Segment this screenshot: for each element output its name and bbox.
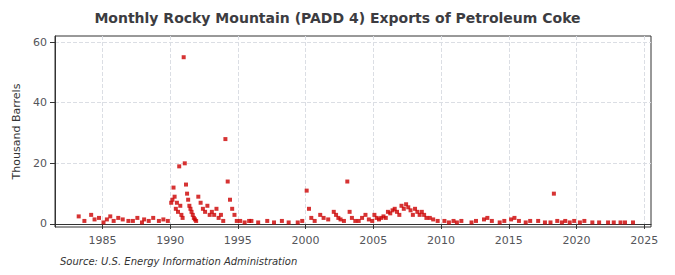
svg-text:60: 60	[33, 36, 47, 49]
svg-text:Thousand Barrels: Thousand Barrels	[10, 83, 23, 180]
svg-text:1995: 1995	[224, 234, 252, 247]
svg-text:2025: 2025	[630, 234, 658, 247]
svg-text:1990: 1990	[156, 234, 184, 247]
svg-text:2015: 2015	[495, 234, 523, 247]
svg-text:20: 20	[33, 157, 47, 170]
svg-text:1985: 1985	[88, 234, 116, 247]
svg-text:Source: U.S. Energy Informatio: Source: U.S. Energy Information Administ…	[60, 256, 297, 267]
svg-text:40: 40	[33, 96, 47, 109]
svg-text:2005: 2005	[359, 234, 387, 247]
svg-text:2020: 2020	[563, 234, 591, 247]
svg-text:2010: 2010	[427, 234, 455, 247]
svg-text:Monthly Rocky Mountain (PADD 4: Monthly Rocky Mountain (PADD 4) Exports …	[94, 10, 580, 26]
svg-text:2000: 2000	[292, 234, 320, 247]
svg-text:0: 0	[40, 217, 47, 230]
